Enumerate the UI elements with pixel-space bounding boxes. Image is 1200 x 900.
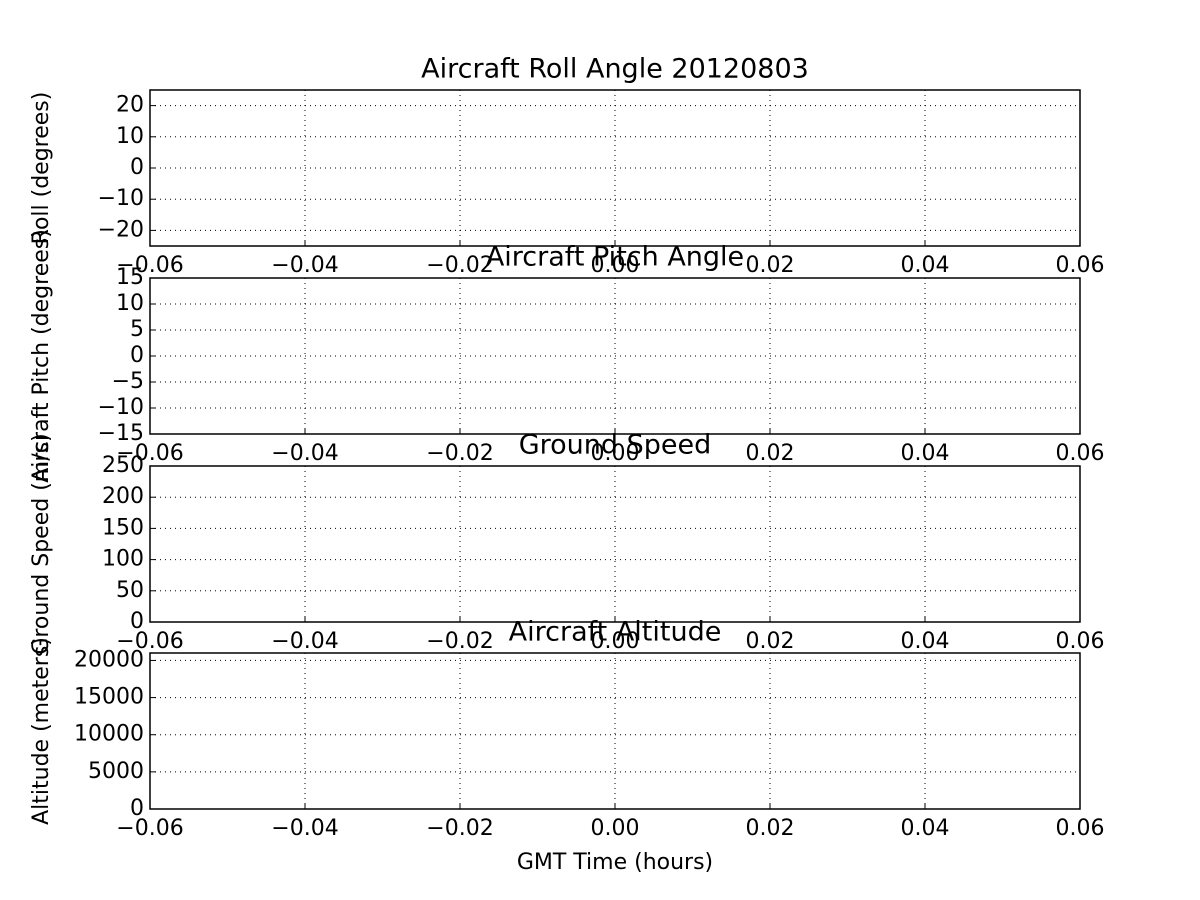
y-tick-label: 5 — [130, 317, 144, 342]
x-tick-label: −0.04 — [271, 629, 338, 654]
x-tick-label: 0.02 — [746, 253, 795, 278]
y-tick-label: 100 — [102, 547, 144, 572]
y-tick-label: −15 — [98, 421, 144, 446]
plot-frame — [149, 277, 1081, 435]
x-tick-label: 0.02 — [746, 441, 795, 466]
y-tick-label: −10 — [98, 186, 144, 211]
y-tick-label: 15000 — [74, 685, 144, 710]
y-tick-label: 5000 — [88, 759, 144, 784]
x-tick-label: 0.04 — [901, 253, 950, 278]
y-tick-label: 0 — [130, 155, 144, 180]
x-tick-label: 0.02 — [746, 629, 795, 654]
y-tick-label: 15 — [116, 265, 144, 290]
y-tick-label: 150 — [102, 515, 144, 540]
y-tick-label: −5 — [112, 369, 144, 394]
y-axis-label: Roll (degrees) — [29, 92, 54, 245]
x-tick-label: −0.06 — [116, 816, 183, 841]
x-tick-label: −0.02 — [426, 816, 493, 841]
y-tick-label: −10 — [98, 395, 144, 420]
y-tick-label: 50 — [116, 578, 144, 603]
x-tick-label: −0.04 — [271, 253, 338, 278]
x-tick-label: −0.02 — [426, 441, 493, 466]
y-axis-label: Altitude (meters) — [29, 637, 54, 825]
plot-frame — [149, 465, 1081, 623]
x-tick-label: −0.06 — [116, 253, 183, 278]
x-tick-label: −0.06 — [116, 629, 183, 654]
subplot-title: Ground Speed — [519, 430, 712, 461]
y-tick-label: 0 — [130, 796, 144, 821]
y-tick-label: 10000 — [74, 722, 144, 747]
x-tick-label: 0.06 — [1056, 629, 1105, 654]
y-tick-label: −20 — [98, 217, 144, 242]
y-tick-label: 0 — [130, 609, 144, 634]
y-tick-label: 20 — [116, 93, 144, 118]
x-tick-label: 0.06 — [1056, 816, 1105, 841]
y-tick-label: 20000 — [74, 647, 144, 672]
y-tick-label: 200 — [102, 484, 144, 509]
y-tick-label: 0 — [130, 343, 144, 368]
y-axis-label: Ground Speed (m/s) — [29, 433, 54, 654]
subplot-title: Aircraft Altitude — [509, 617, 722, 648]
x-tick-label: 0.00 — [591, 253, 640, 278]
plot-background — [150, 653, 1080, 809]
x-tick-label: −0.04 — [271, 441, 338, 466]
x-tick-label: 0.00 — [591, 441, 640, 466]
x-tick-label: 0.04 — [901, 441, 950, 466]
x-tick-label: 0.04 — [901, 816, 950, 841]
x-tick-label: −0.02 — [426, 629, 493, 654]
x-tick-label: −0.06 — [116, 441, 183, 466]
plot-frame — [149, 652, 1081, 810]
x-tick-label: 0.06 — [1056, 441, 1105, 466]
x-tick-label: 0.00 — [591, 816, 640, 841]
x-tick-label: 0.04 — [901, 629, 950, 654]
subplot-title: Aircraft Roll Angle 20120803 — [421, 54, 809, 85]
y-tick-label: 10 — [116, 291, 144, 316]
subplot-title: Aircraft Pitch Angle — [486, 242, 744, 273]
y-axis-label: Aircraft Pitch (degrees) — [29, 229, 54, 483]
x-tick-label: 0.06 — [1056, 253, 1105, 278]
y-tick-label: 250 — [102, 453, 144, 478]
x-tick-label: −0.02 — [426, 253, 493, 278]
x-tick-label: 0.00 — [591, 629, 640, 654]
plot-frame — [149, 89, 1081, 247]
x-axis-label: GMT Time (hours) — [517, 850, 713, 875]
x-tick-label: −0.04 — [271, 816, 338, 841]
y-tick-label: 10 — [116, 124, 144, 149]
x-tick-label: 0.02 — [746, 816, 795, 841]
plot-background — [150, 466, 1080, 622]
